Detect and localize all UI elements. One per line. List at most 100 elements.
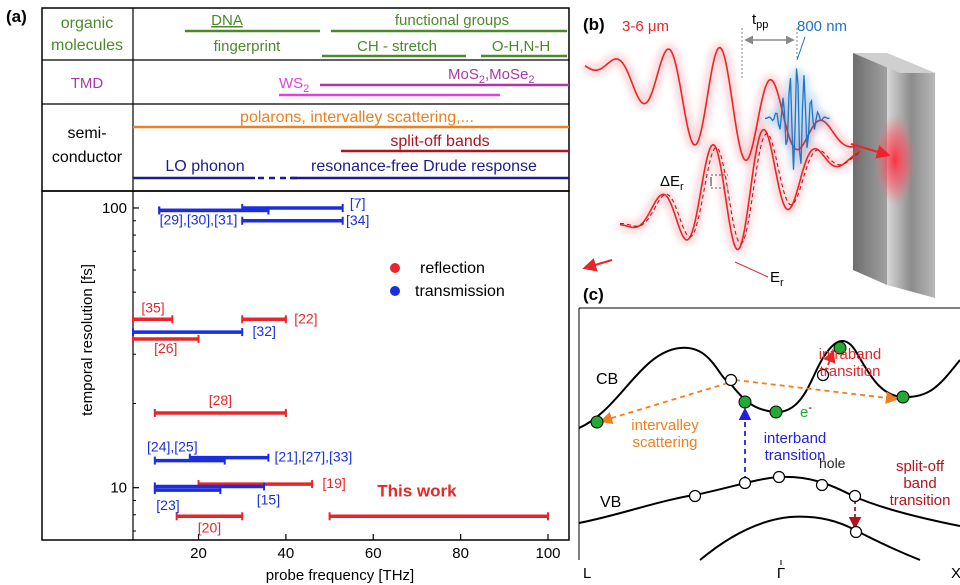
label-ch-stretch: CH - stretch — [357, 38, 437, 55]
range-label: [32] — [253, 323, 276, 339]
label-ws2: WS2 — [279, 75, 309, 95]
legend-marker-transmission — [390, 286, 400, 296]
y-tick-label: 10 — [110, 480, 127, 497]
intervalley-label-2: scattering — [632, 434, 697, 451]
row-label-tmd: TMD — [71, 75, 104, 92]
intervalley-label-1: intervalley — [631, 417, 699, 434]
electron-label: e- — [800, 402, 812, 421]
sample-slab-side — [853, 53, 887, 285]
row-label-semi-2: conductor — [52, 149, 123, 166]
range-label: [26] — [154, 340, 177, 356]
x-tick-label: 40 — [278, 545, 295, 562]
er-leader — [734, 261, 769, 278]
label-lo-phonon: LO phonon — [165, 158, 244, 175]
range-label: [19] — [322, 475, 345, 491]
incident-direction-arrow — [850, 143, 891, 159]
vb-label: VB — [600, 494, 621, 511]
range-label: [21],[27],[33] — [274, 449, 352, 465]
panel-c: (c) CB VB intraband transition e- in — [578, 285, 960, 582]
range-label: [24],[25] — [147, 439, 198, 455]
legend: reflection transmission — [390, 260, 505, 300]
hole-3 — [772, 470, 786, 484]
interband-label-1: interband — [764, 430, 827, 447]
range-label: [28] — [209, 392, 232, 408]
label-drude: resonance-free Drude response — [311, 158, 537, 175]
reflected-pulse — [619, 125, 862, 254]
row-label-organic-1: organic — [61, 15, 113, 32]
excitation-spot — [875, 114, 915, 206]
electron-dot-gamma-1 — [738, 395, 752, 409]
x-tick-label: 20 — [190, 545, 207, 562]
k-label-x: X — [951, 565, 960, 582]
hole-4 — [815, 478, 829, 492]
plot-frame — [41, 190, 570, 541]
electron-dot-x-valley — [896, 390, 910, 404]
range-label: This work — [377, 481, 457, 500]
y-axis-label: temporal resolution [fs] — [79, 264, 96, 416]
hole-5 — [848, 489, 862, 503]
legend-marker-reflection — [390, 263, 400, 273]
hole-label: hole — [819, 455, 846, 471]
range-label: [22] — [294, 310, 317, 326]
x-tick-label: 60 — [365, 545, 382, 562]
legend-label-transmission: transmission — [415, 283, 505, 300]
empty-state-cb-2 — [816, 368, 830, 382]
k-label-l: L — [583, 565, 591, 582]
cb-label: CB — [596, 371, 618, 388]
range-label: [7] — [350, 195, 366, 211]
tpp-label: tpp — [752, 11, 768, 31]
range-label: [34] — [346, 212, 369, 228]
er-label: Er — [770, 269, 784, 289]
electron-dot-intraband — [833, 341, 847, 355]
intraband-label-1: intraband — [819, 346, 882, 363]
panel-b: (b) tpp 3-6 μm 800 nm ΔEr Er — [582, 11, 935, 298]
wave-trace — [619, 128, 861, 251]
plot-axes: 20 40 60 80 100 10 100 — [102, 191, 561, 562]
x-tick-label: 80 — [452, 545, 469, 562]
row-label-organic-2: molecules — [51, 37, 123, 54]
hole-1 — [688, 489, 702, 503]
range-label: [20] — [198, 519, 221, 535]
label-dna: DNA — [211, 12, 243, 29]
range-label: [15] — [257, 491, 280, 507]
label-mos2-mose2: MoS2,MoSe2 — [448, 66, 534, 86]
panel-label-a: (a) — [6, 7, 27, 26]
panel-label-c: (c) — [583, 285, 604, 304]
split-off-label-3: transition — [890, 492, 951, 509]
intervalley-arrow-right — [734, 379, 899, 405]
delta-er-label: ΔEr — [660, 173, 684, 193]
empty-state-cb — [724, 373, 738, 387]
probe-label-leader — [796, 36, 806, 61]
reflected-direction-arrow — [582, 258, 613, 272]
probe-800nm-pulse — [764, 68, 830, 170]
probe-wavelength-label: 800 nm — [797, 18, 847, 35]
label-functional-groups: functional groups — [395, 12, 509, 29]
wave-trace — [765, 68, 830, 170]
label-polarons: polarons, intervalley scattering,... — [240, 109, 474, 126]
application-table: organic molecules TMD semi- conductor DN… — [41, 7, 570, 192]
range-label: [23] — [156, 497, 179, 513]
split-off-band — [699, 515, 921, 561]
split-off-label-2: band — [903, 475, 936, 492]
split-off-label-1: split-off — [896, 458, 945, 475]
intraband-label-2: transition — [820, 363, 881, 380]
row-label-semi-1: semi- — [67, 125, 106, 142]
x-axis-label: probe frequency [THz] — [266, 567, 414, 584]
conduction-band — [578, 340, 960, 429]
label-oh-nh: O-H,N-H — [492, 38, 550, 55]
k-label-gamma: Γ — [777, 565, 785, 582]
wavelength-label: 3-6 μm — [622, 18, 669, 35]
hole-split-off — [849, 525, 863, 539]
range-label: [29],[30],[31] — [160, 211, 238, 227]
electron-dot-l-valley — [590, 415, 604, 429]
x-tick-label: 100 — [535, 545, 560, 562]
electron-dot-gamma-2 — [769, 405, 783, 419]
label-fingerprint: fingerprint — [214, 38, 282, 55]
hole-2 — [738, 476, 752, 490]
panel-label-b: (b) — [583, 15, 605, 34]
range-label: [35] — [141, 299, 164, 315]
resolution-plot: 20 40 60 80 100 10 100 [35] [22] [26] [28] [19] [20… — [41, 190, 570, 584]
legend-label-reflection: reflection — [420, 260, 485, 277]
label-split-off: split-off bands — [390, 133, 489, 150]
y-tick-label: 100 — [102, 200, 127, 217]
